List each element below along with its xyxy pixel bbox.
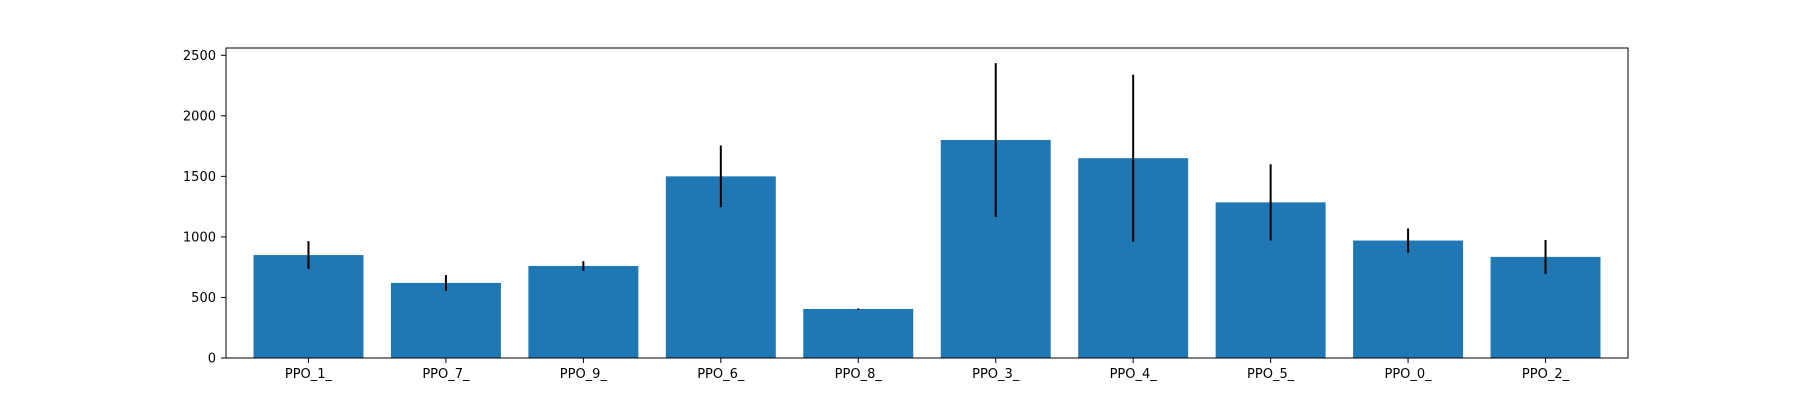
x-tick-label: PPO_8_ bbox=[835, 367, 883, 382]
bar-PPO_0_ bbox=[1353, 240, 1464, 358]
x-tick-label: PPO_9_ bbox=[560, 367, 608, 382]
y-tick-label: 2500 bbox=[183, 49, 216, 64]
y-tick-label: 1500 bbox=[183, 170, 216, 185]
x-tick-label: PPO_0_ bbox=[1384, 367, 1432, 382]
x-tick-label: PPO_6_ bbox=[697, 367, 745, 382]
x-axis: PPO_1_ PPO_7_ PPO_9_ PPO_6_ PPO_8_ PPO_3_ PPO_… bbox=[285, 358, 1570, 382]
y-tick-label: 500 bbox=[191, 291, 216, 306]
plot-frame bbox=[225, 47, 1629, 359]
bar-PPO_9_ bbox=[528, 265, 639, 358]
y-axis: 0 500 1000 1500 2000 2500 bbox=[183, 49, 226, 367]
x-tick-label: PPO_4_ bbox=[1110, 367, 1158, 382]
x-tick-label: PPO_3_ bbox=[972, 367, 1020, 382]
bar-PPO_8_ bbox=[803, 308, 914, 358]
bar-PPO_1_ bbox=[253, 255, 364, 358]
x-tick-label: PPO_5_ bbox=[1247, 367, 1295, 382]
y-tick-label: 2000 bbox=[183, 109, 216, 124]
x-tick-label: PPO_2_ bbox=[1522, 367, 1570, 382]
bar-PPO_7_ bbox=[390, 282, 501, 358]
x-tick-label: PPO_1_ bbox=[285, 367, 333, 382]
bars-layer bbox=[253, 140, 1601, 358]
x-tick-label: PPO_7_ bbox=[422, 367, 470, 382]
y-tick-label: 1000 bbox=[183, 230, 216, 245]
y-tick-label: 0 bbox=[208, 352, 216, 367]
error-bars-layer bbox=[307, 63, 1547, 310]
